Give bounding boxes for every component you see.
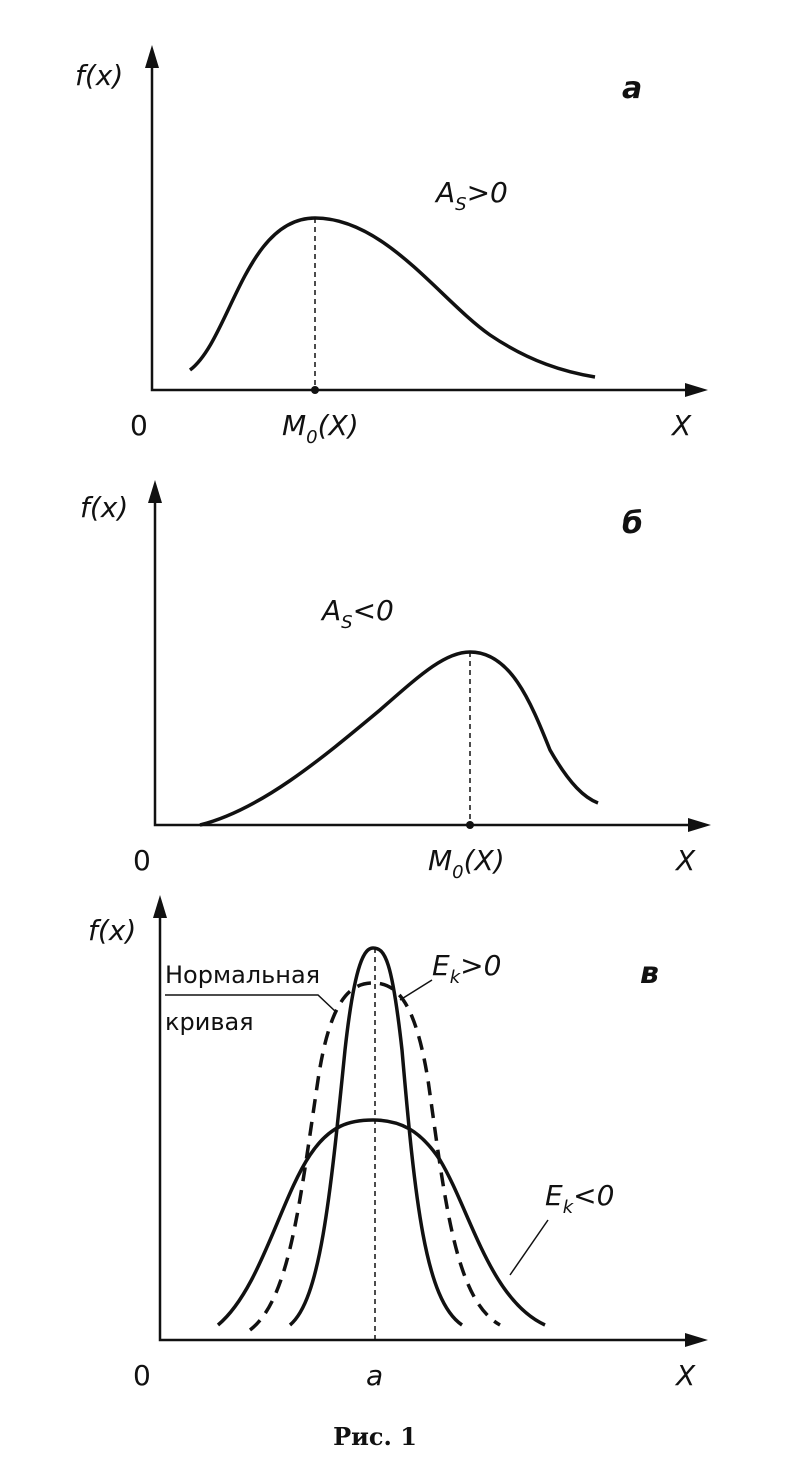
- leader-line: [399, 979, 433, 1001]
- arrow: [153, 895, 167, 918]
- x-label: X: [670, 409, 692, 442]
- arrow: [685, 383, 708, 397]
- mode-dot: [466, 821, 474, 829]
- skew-curve: [188, 216, 596, 379]
- panel-c: f(x) Нормальная кривая Ek>0 в Ek<0 0 a X: [88, 895, 708, 1392]
- annotation: AS<0: [320, 594, 394, 633]
- panel-b: f(x) б AS<0 0 M0(X) X: [80, 480, 711, 883]
- mode-dot: [311, 386, 319, 394]
- x-label: X: [674, 1359, 696, 1392]
- origin: 0: [133, 1359, 151, 1392]
- panel-letter: в: [640, 956, 659, 991]
- mode-label: M0(X): [428, 844, 505, 883]
- negative-label: Ek<0: [545, 1179, 614, 1218]
- positive-label: Ek>0: [432, 949, 501, 988]
- normal-label: кривая: [165, 1008, 254, 1036]
- origin: 0: [130, 409, 148, 442]
- y-label: f(x): [88, 914, 136, 947]
- origin: 0: [133, 844, 151, 877]
- panel-a: f(x) а AS>0 0 M0(X) X: [75, 45, 708, 448]
- arrow: [145, 45, 159, 68]
- axes: [153, 495, 693, 827]
- annotation: AS>0: [434, 176, 508, 215]
- arrow: [685, 1333, 708, 1347]
- leptokurtic-curve: [288, 946, 464, 1327]
- axes: [150, 60, 690, 392]
- arrow: [688, 818, 711, 832]
- axes: [158, 910, 690, 1342]
- platykurtic-curve: [216, 1118, 546, 1327]
- leader-line: [165, 994, 337, 1013]
- leader-line: [509, 1219, 549, 1276]
- normal-curve: [248, 981, 501, 1332]
- panel-letter: б: [622, 506, 643, 541]
- normal-label: Нормальная: [165, 961, 320, 989]
- y-label: f(x): [80, 491, 128, 524]
- y-label: f(x): [75, 59, 123, 92]
- center-label: a: [366, 1359, 383, 1392]
- arrow: [148, 480, 162, 503]
- x-label: X: [674, 844, 696, 877]
- mode-label: M0(X): [282, 409, 359, 448]
- caption: Рис. 1: [333, 1422, 417, 1451]
- skew-curve: [199, 650, 599, 827]
- panel-letter: а: [622, 71, 642, 106]
